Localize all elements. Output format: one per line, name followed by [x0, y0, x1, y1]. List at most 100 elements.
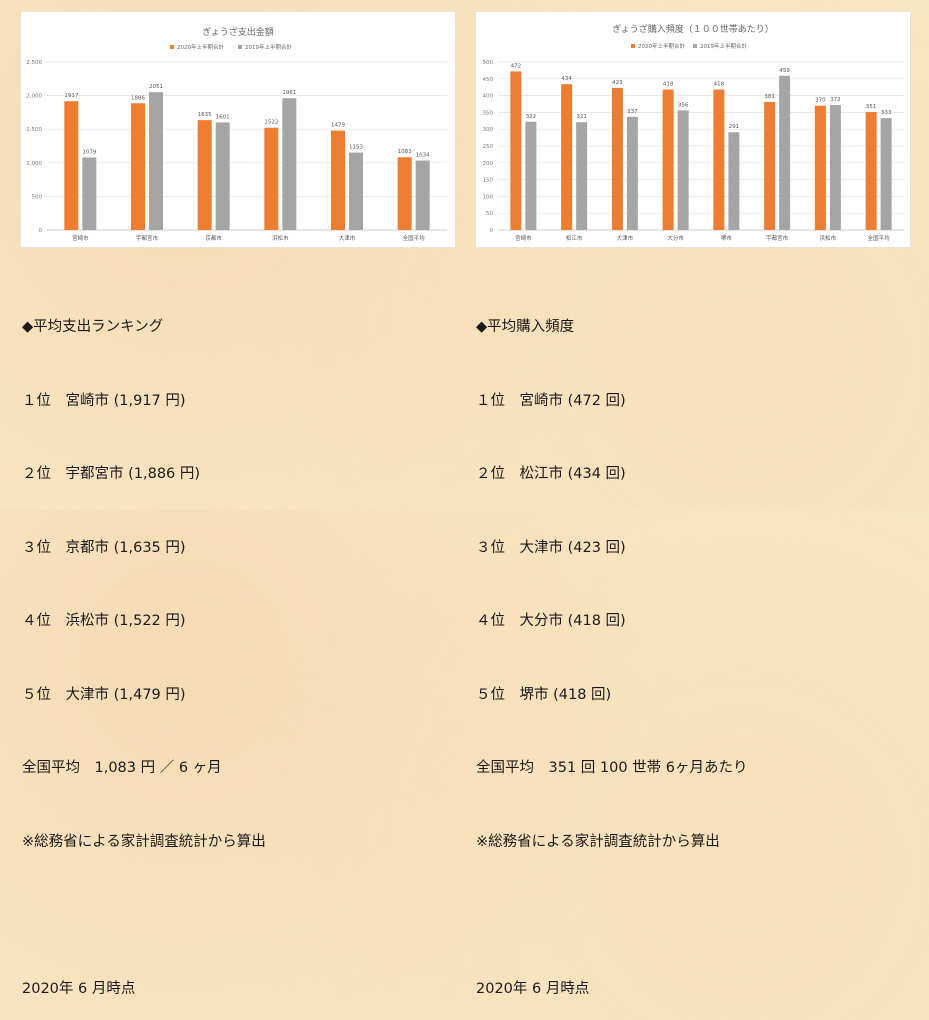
- legend-label: 2020年上半期合計: [638, 42, 685, 50]
- y-tick-label: 150: [483, 178, 494, 184]
- data-label: 1961: [282, 90, 296, 96]
- bar: [611, 87, 623, 230]
- data-label: 472: [511, 63, 522, 69]
- category-label: 全国平均: [403, 234, 426, 242]
- legend-label: 2019年上半期合計: [245, 43, 292, 51]
- spending-national-average: 全国平均 1,083 円 ／ 6 ヶ月: [22, 760, 222, 776]
- data-label: 321: [576, 114, 587, 120]
- data-label: 1886: [131, 95, 145, 101]
- bar: [525, 121, 537, 230]
- data-label: 418: [663, 82, 674, 88]
- y-tick-label: 250: [483, 144, 494, 150]
- y-tick-label: 2,500: [26, 60, 42, 66]
- spending-rank-2: ２位 宇都宮市 (1,886 円): [22, 466, 201, 482]
- spending-rank-5: ５位 大津市 (1,479 円): [22, 686, 186, 703]
- y-tick-label: 500: [32, 194, 43, 200]
- category-label: 宮崎市: [515, 234, 532, 242]
- y-tick-label: 500: [483, 60, 494, 66]
- data-label: 370: [815, 98, 826, 104]
- category-label: 松江市: [566, 234, 583, 242]
- spending-rank-3: ３位 京都市 (1,635 円): [22, 539, 186, 556]
- data-label: 1917: [64, 93, 78, 99]
- bar: [415, 160, 430, 230]
- bar: [814, 105, 826, 230]
- y-tick-label: 450: [483, 77, 494, 83]
- frequency-date: 2020年 6 月時点: [476, 980, 590, 997]
- legend-label: 2020年上半期合計: [177, 43, 224, 51]
- data-label: 322: [526, 114, 537, 120]
- bar: [197, 120, 212, 230]
- bar: [510, 71, 522, 230]
- chart-title: ぎょうざ購入頻度（１００世帯あたり）: [612, 23, 774, 35]
- bar: [131, 103, 145, 230]
- data-label: 356: [678, 102, 689, 108]
- data-label: 1479: [331, 123, 345, 129]
- legend-label: 2019年上半期合計: [700, 42, 747, 50]
- bar: [576, 122, 588, 230]
- bar: [349, 152, 363, 230]
- data-label: 459: [779, 68, 790, 74]
- y-tick-label: 0: [39, 228, 43, 234]
- bar: [829, 105, 841, 230]
- frequency-rank-4: ４位 大分市 (418 回): [476, 613, 626, 629]
- data-label: 291: [729, 124, 740, 130]
- bar: [149, 92, 163, 231]
- data-label: 333: [881, 110, 892, 116]
- bar: [880, 118, 892, 230]
- category-label: 宇都宮市: [136, 234, 159, 242]
- spending-source-note: ※総務省による家計調査統計から算出: [22, 833, 266, 850]
- category-label: 全国平均: [868, 234, 891, 242]
- y-tick-label: 1,500: [26, 127, 42, 133]
- bar: [662, 89, 674, 230]
- bar: [397, 157, 412, 230]
- category-label: 大津市: [339, 234, 356, 242]
- spending-ranking: ◆平均支出ランキング １位 宮崎市 (1,917 円) ２位 宇都宮市 (1,8…: [22, 266, 266, 1020]
- data-label: 434: [561, 76, 572, 82]
- bar: [82, 157, 97, 230]
- chart-frequency: ぎょうざ購入頻度（１００世帯あたり） 2020年上半期合計 2019年上半期合計 0 5…: [476, 12, 910, 247]
- bar: [64, 101, 79, 230]
- category-label: 浜松市: [820, 234, 837, 242]
- data-label: 2051: [149, 84, 163, 90]
- chart-spending: ぎょうざ支出金額 2020年上半期合計 2019年上半期合計 0 500 1,000 1,5…: [21, 12, 455, 247]
- data-label: 1601: [216, 114, 230, 120]
- frequency-rank-3: ３位 大津市 (423 回): [476, 539, 626, 556]
- category-label: 浜松市: [272, 234, 289, 242]
- legend-swatch: [170, 45, 174, 49]
- y-tick-label: 50: [486, 211, 493, 217]
- y-tick-label: 350: [483, 110, 494, 116]
- y-tick-label: 1,000: [26, 161, 42, 167]
- bar: [677, 110, 689, 230]
- frequency-rank-5: ５位 堺市 (418 回): [476, 686, 612, 703]
- bar: [779, 75, 791, 230]
- bar: [561, 84, 573, 231]
- data-label: 337: [627, 109, 638, 115]
- category-label: 宇都宮市: [766, 234, 789, 242]
- data-label: 1635: [198, 112, 212, 118]
- data-label: 1083: [398, 149, 412, 155]
- category-label: 堺市: [721, 234, 733, 242]
- legend-swatch: [238, 45, 242, 49]
- frequency-rank-1: １位 宮崎市 (472 回): [476, 392, 626, 409]
- bar: [331, 130, 345, 230]
- frequency-ranking: ◆平均購入頻度 １位 宮崎市 (472 回) ２位 松江市 (434 回) ３位…: [476, 266, 748, 1020]
- data-label: 351: [866, 104, 877, 110]
- frequency-national-average: 全国平均 351 回 100 世帯 6ヶ月あたり: [476, 760, 748, 776]
- data-label: 1034: [416, 153, 430, 159]
- data-label: 381: [764, 94, 775, 100]
- category-label: 大分市: [667, 234, 684, 242]
- spending-rank-1: １位 宮崎市 (1,917 円): [22, 392, 186, 409]
- frequency-rank-2: ２位 松江市 (434 回): [476, 466, 626, 482]
- y-tick-label: 2,000: [26, 94, 42, 100]
- chart-title: ぎょうざ支出金額: [202, 26, 274, 38]
- spending-bar-chart: ぎょうざ支出金額 2020年上半期合計 2019年上半期合計 0 500 1,000 1,5…: [26, 26, 447, 242]
- bar: [764, 101, 776, 230]
- data-label: 1079: [82, 149, 96, 155]
- y-tick-label: 300: [483, 127, 494, 133]
- bar: [264, 127, 279, 230]
- bar: [713, 89, 725, 230]
- spending-date: 2020年 6 月時点: [22, 980, 136, 997]
- spending-rank-4: ４位 浜松市 (1,522 円): [22, 613, 186, 629]
- bar: [865, 112, 877, 230]
- frequency-ranking-heading: ◆平均購入頻度: [476, 319, 575, 335]
